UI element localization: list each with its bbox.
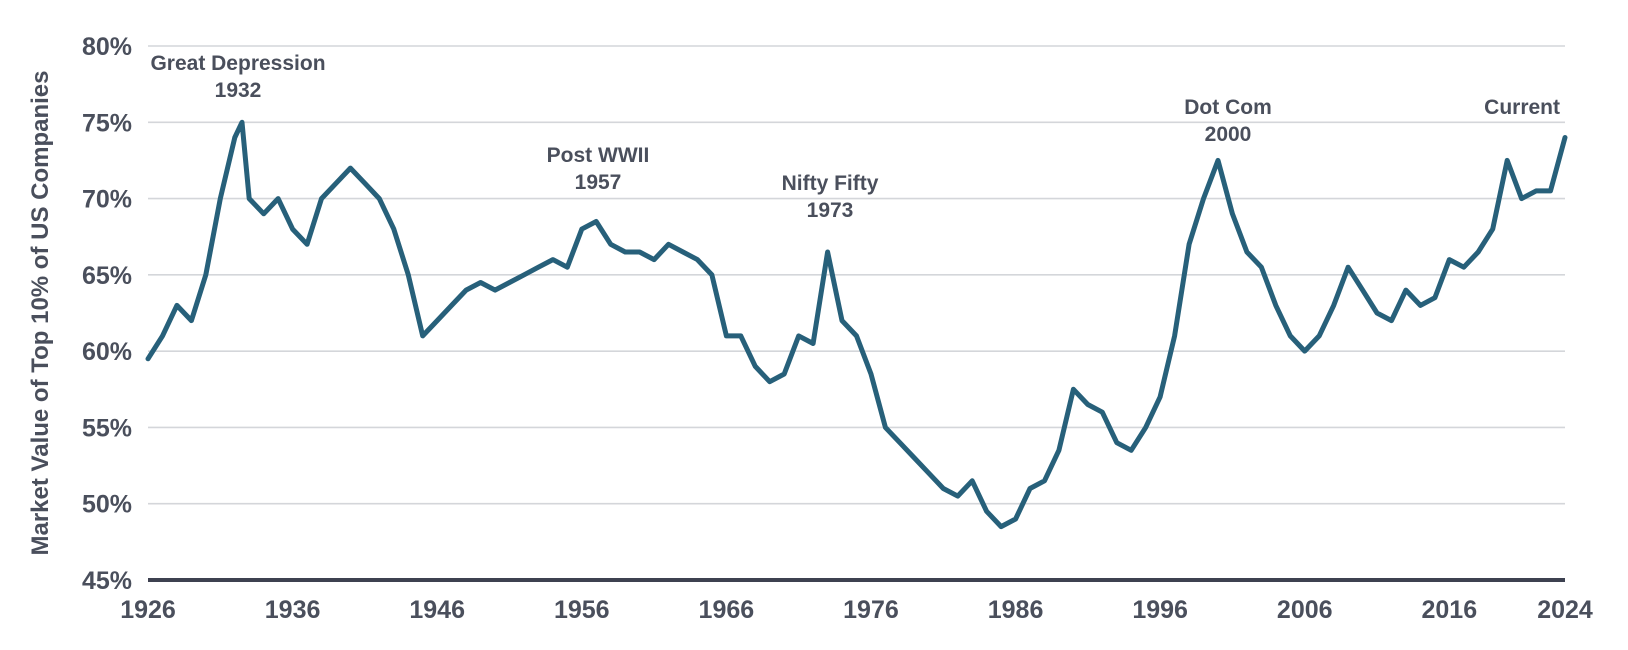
x-tick-label: 1926 bbox=[120, 596, 176, 624]
annotations: Great Depression 1932 Post WWII 1957 Nifty F… bbox=[150, 52, 1560, 222]
x-tick-label: 2016 bbox=[1422, 596, 1478, 624]
annotation-year: 1957 bbox=[575, 171, 622, 194]
x-tick-label: 1976 bbox=[843, 596, 899, 624]
y-tick-label: 80% bbox=[82, 33, 132, 61]
series-line bbox=[145, 119, 1568, 530]
y-tick-label: 55% bbox=[82, 414, 132, 442]
annotation-label: Post WWII bbox=[547, 144, 650, 167]
annotation-label: Great Depression bbox=[150, 52, 325, 75]
x-tick-label: 2024 bbox=[1537, 596, 1593, 624]
x-tick-label: 1936 bbox=[265, 596, 321, 624]
x-tick-label: 1966 bbox=[699, 596, 755, 624]
y-axis-label: Market Value of Top 10% of US Companies bbox=[27, 71, 54, 556]
gridlines bbox=[148, 45, 1565, 505]
y-tick-labels: 45% 50% 55% 60% 65% 70% 75% 80% bbox=[82, 33, 132, 595]
annotation-year: 2000 bbox=[1205, 123, 1252, 146]
annotation-label: Nifty Fifty bbox=[782, 172, 879, 195]
y-tick-label: 75% bbox=[82, 109, 132, 137]
y-tick-label: 50% bbox=[82, 491, 132, 519]
x-tick-label: 1946 bbox=[409, 596, 465, 624]
x-tick-label: 1956 bbox=[554, 596, 610, 624]
y-tick-label: 70% bbox=[82, 186, 132, 214]
y-tick-label: 60% bbox=[82, 338, 132, 366]
annotation-label: Dot Com bbox=[1184, 96, 1272, 119]
y-tick-label: 65% bbox=[82, 262, 132, 290]
annotation-year: 1973 bbox=[807, 199, 854, 222]
y-tick-label: 45% bbox=[82, 567, 132, 595]
annotation-label: Current bbox=[1484, 96, 1560, 119]
series-layer bbox=[145, 119, 1568, 530]
x-tick-label: 1996 bbox=[1132, 596, 1188, 624]
x-tick-label: 1986 bbox=[988, 596, 1044, 624]
x-tick-label: 2006 bbox=[1277, 596, 1333, 624]
x-tick-labels: 1926 1936 1946 1956 1966 1976 1986 1996 2006 2016… bbox=[120, 596, 1593, 624]
annotation-year: 1932 bbox=[215, 79, 262, 102]
